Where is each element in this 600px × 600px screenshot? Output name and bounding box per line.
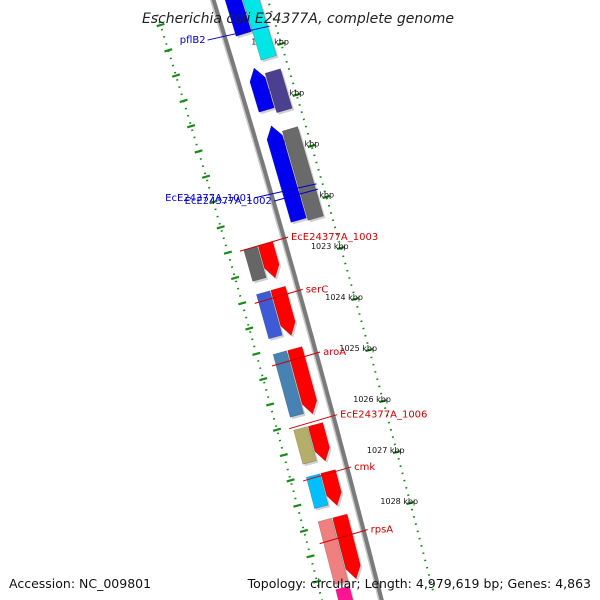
gene-feature[interactable] <box>266 125 307 223</box>
tick-label: 1024 kbp <box>325 293 363 302</box>
gene-label: cmk <box>354 462 375 473</box>
right-scale-tick <box>194 149 203 154</box>
gene-label: EcE24377A_1003 <box>291 232 378 243</box>
tick-label: 1026 kbp <box>353 395 391 404</box>
right-scale-tick <box>252 351 261 356</box>
ticks-layer: 1018 kbp1019 kbp1020 kbp1021 kbp1022 kbp… <box>156 0 435 600</box>
gene-label: serC <box>306 284 328 295</box>
right-scale-tick <box>223 250 233 255</box>
right-scale-tick <box>186 123 196 129</box>
right-scale-tick <box>272 427 282 432</box>
tick-label: 1023 kbp <box>311 242 349 251</box>
left-scale-tick <box>307 143 316 149</box>
gene-feature[interactable] <box>332 513 361 580</box>
left-scale-tick <box>351 296 360 302</box>
genes-layer <box>224 0 363 600</box>
right-scale-dots <box>156 14 323 600</box>
gene-label-leader <box>254 183 317 199</box>
summary-label: Topology: circular; Length: 4,979,619 bp… <box>247 576 591 591</box>
gene-label-leader <box>319 529 368 545</box>
left-scale-tick <box>392 450 402 455</box>
gene-feature[interactable] <box>305 473 329 509</box>
gene-feature[interactable] <box>281 126 324 221</box>
gene-feature[interactable] <box>264 68 293 114</box>
right-scale-tick <box>164 48 173 53</box>
gene-feature[interactable] <box>317 517 349 585</box>
gene-feature[interactable] <box>335 585 356 600</box>
left-scale-tick <box>292 92 301 98</box>
gene-label-leader <box>271 351 321 367</box>
gene-label-leader <box>254 288 303 304</box>
gene-feature[interactable] <box>272 350 305 418</box>
gene-feature[interactable] <box>287 346 318 415</box>
gene-label-leader <box>207 25 270 41</box>
gene-label: EcE24377A_1002 <box>185 196 272 207</box>
gene-feature[interactable] <box>224 0 252 37</box>
gene-feature[interactable] <box>239 0 277 61</box>
right-scale-tick <box>230 275 240 281</box>
right-scale-tick <box>245 326 254 331</box>
backbone-line <box>211 0 384 600</box>
right-scale-tick <box>312 579 322 584</box>
right-scale-tick <box>279 452 288 458</box>
backbone-layer <box>209 0 384 600</box>
gene-label-leader <box>303 466 352 482</box>
tick-label: 1025 kbp <box>339 344 377 353</box>
left-scale-tick <box>336 245 346 251</box>
right-scale-tick <box>179 98 188 104</box>
gene-label: EcE24377A_1006 <box>340 410 427 421</box>
left-scale-tick <box>406 501 415 506</box>
left-scale-tick <box>379 398 388 404</box>
gene-label: pflB2 <box>180 35 206 46</box>
accession-label: Accession: NC_009801 <box>9 576 152 591</box>
labels-layer: pflB2 EcE24377A_1001 EcE24377A_1003 serC aro… <box>165 25 427 545</box>
gene-label-leader <box>289 414 338 430</box>
left-scale-tick <box>365 347 374 353</box>
map-title: Escherichia coli E24377A, complete genom… <box>142 11 454 27</box>
left-scale-tick <box>277 41 286 46</box>
gene-label: rpsA <box>371 525 394 536</box>
right-scale-tick <box>293 503 302 508</box>
right-scale-tick <box>299 528 309 534</box>
gene-feature[interactable] <box>293 426 317 465</box>
right-scale-tick <box>171 73 181 78</box>
right-scale-tick <box>201 174 211 179</box>
right-scale-tick <box>216 225 225 230</box>
right-scale-tick <box>156 22 165 28</box>
right-scale-tick <box>209 199 218 205</box>
gene-label-leader <box>273 188 319 202</box>
tick-label: 1028 kbp <box>380 497 418 506</box>
gene-label: aroA <box>323 347 346 358</box>
gene-label: EcE24377A_1001 <box>165 193 252 204</box>
right-scale-tick <box>238 301 247 306</box>
left-scale-tick <box>322 194 331 200</box>
right-scale-tick <box>306 554 315 559</box>
gene-feature[interactable] <box>270 285 296 337</box>
right-scale-tick <box>286 478 295 483</box>
right-scale-tick <box>266 402 275 407</box>
gene-feature[interactable] <box>320 469 342 507</box>
gene-feature[interactable] <box>256 290 283 340</box>
gene-feature[interactable] <box>249 67 275 113</box>
right-scale-tick <box>259 377 268 382</box>
gene-label-leader <box>239 236 289 252</box>
gene-feature[interactable] <box>307 422 330 462</box>
tick-label: 1027 kbp <box>367 446 405 455</box>
